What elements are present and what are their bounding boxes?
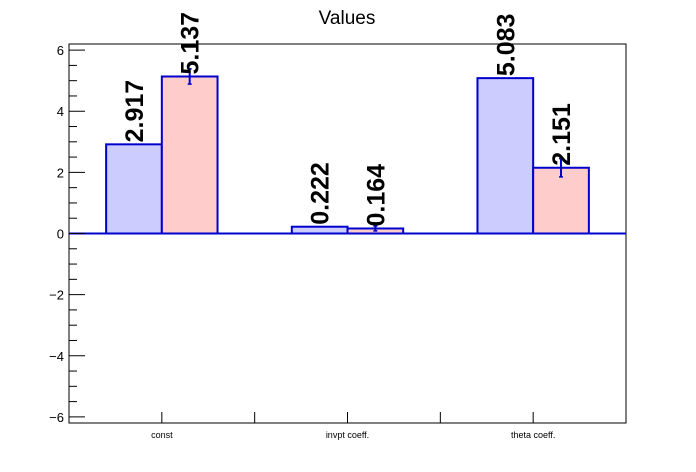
y-tick-label: 4 (57, 104, 64, 119)
y-tick-label: 0 (57, 227, 64, 242)
y-tick-label: 6 (57, 43, 64, 58)
bar (476, 77, 535, 235)
y-tick-label: −4 (49, 349, 64, 364)
bar (532, 166, 590, 235)
bar (290, 225, 349, 235)
data-label: 2.917 (121, 80, 149, 143)
chart-title: Values (319, 8, 376, 29)
data-label: 5.137 (177, 12, 205, 75)
data-label: 2.151 (548, 103, 576, 166)
bar (105, 143, 163, 235)
y-tick-label: 2 (57, 165, 64, 180)
y-tick-label: −2 (49, 288, 64, 303)
y-tick-label: −6 (49, 410, 64, 425)
data-label: 0.222 (307, 162, 335, 225)
chart-axes: const invpt coeff. theta coeff. −6 −4 −2 0 2 4 6 (49, 43, 627, 440)
x-tick-label: theta coeff. (511, 430, 555, 440)
data-label: 5.083 (492, 14, 520, 77)
bar (160, 75, 219, 235)
x-tick-label: const (151, 430, 173, 440)
x-tick-label: invpt coeff. (326, 430, 369, 440)
data-label: 0.164 (362, 164, 390, 227)
chart-marks: 2.917 5.137 0.222 0.164 5.083 2.151 (105, 12, 590, 235)
